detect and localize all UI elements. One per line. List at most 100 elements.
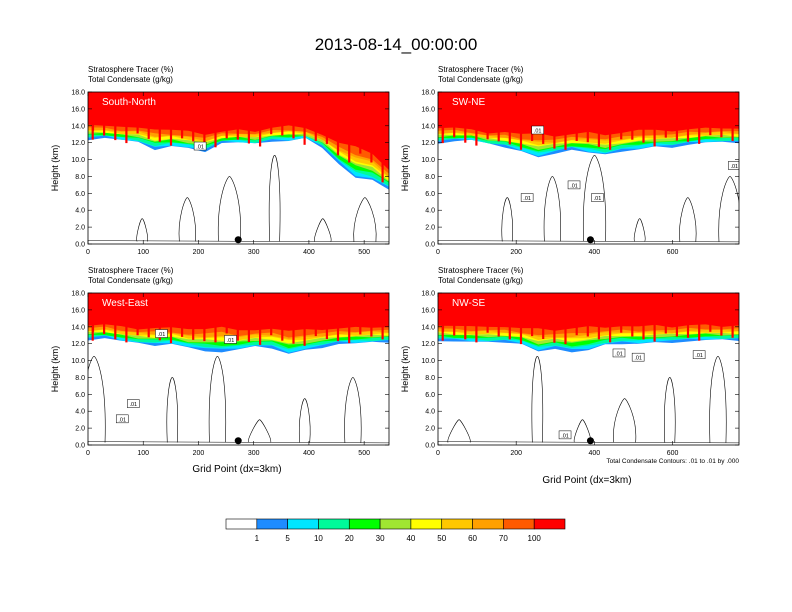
red-streak: [214, 293, 217, 343]
red-streak: [147, 92, 150, 139]
red-streak: [464, 92, 467, 143]
y-tick-label: 6.0: [75, 191, 85, 198]
red-streak: [125, 92, 128, 144]
panels: Stratosphere Tracer (%)Total Condensate …: [50, 65, 740, 457]
panel-contour-label: Total Condensate (g/kg): [438, 75, 523, 84]
red-streak: [292, 293, 295, 344]
y-axis-label: Height (km): [400, 145, 410, 192]
location-marker: [586, 437, 594, 445]
tracer-field: .01 .01 .01 .01 .01: [438, 92, 739, 243]
red-streak: [519, 92, 523, 150]
y-tick-label: 4.0: [425, 409, 435, 416]
x-axis-labels: Grid Point (dx=3km) Grid Point (dx=3km): [192, 464, 631, 486]
y-tick-label: 18.0: [71, 90, 85, 97]
red-streak: [720, 92, 723, 138]
red-streak: [348, 92, 351, 163]
red-streak: [381, 293, 384, 340]
red-streak: [597, 92, 600, 147]
contour-label: .01: [730, 164, 738, 170]
panel-label: NW-SE: [452, 298, 485, 309]
contour-label: .01: [118, 417, 126, 423]
red-streak: [464, 293, 467, 340]
x-tick-label: 100: [137, 249, 149, 256]
condensate-contour: [166, 377, 179, 443]
colorbar-segment: [472, 518, 504, 530]
contour-label-box: [520, 193, 534, 202]
figure-title: 2013-08-14_00:00:00: [315, 35, 478, 54]
y-axis-label: Height (km): [400, 346, 410, 393]
y-tick-label: 14.0: [71, 123, 85, 130]
y-tick-label: 18.0: [421, 90, 435, 97]
red-streak: [158, 293, 161, 341]
red-streak: [325, 92, 328, 144]
red-streak: [664, 92, 667, 138]
red-streak: [475, 92, 478, 146]
y-tick-label: 10.0: [421, 157, 435, 164]
red-streak: [642, 92, 645, 143]
y-tick-label: 2.0: [75, 426, 85, 433]
condensate-contour: [582, 155, 607, 242]
red-streak: [314, 293, 317, 337]
x-tick-label: 200: [510, 249, 522, 256]
red-streak: [497, 293, 500, 337]
condensate-contour: [353, 197, 377, 242]
condensate-contour: [88, 356, 106, 443]
red-streak: [631, 92, 634, 140]
contour-label: .01: [615, 351, 623, 357]
red-streak: [192, 293, 195, 340]
red-streak: [542, 92, 545, 144]
x-tick-label: 500: [358, 249, 370, 256]
condensate-contour: [664, 377, 676, 443]
y-tick-label: 4.0: [75, 208, 85, 215]
contour-label: .01: [561, 433, 569, 439]
colorbar-segment: [441, 518, 473, 530]
contour-label: .01: [534, 129, 542, 135]
contour-label-box: [631, 352, 645, 362]
red-streak: [531, 92, 534, 141]
panel-field-label: Stratosphere Tracer (%): [438, 65, 524, 74]
y-tick-label: 2.0: [425, 426, 435, 433]
red-streak: [575, 293, 578, 336]
red-streak: [359, 92, 362, 154]
red-streak: [453, 293, 456, 336]
condensate-contour: [447, 419, 471, 443]
red-streak: [259, 92, 262, 147]
condensate-contour: [679, 197, 697, 242]
x-tick-label: 0: [86, 249, 90, 256]
colorbar-segment: [503, 518, 535, 530]
y-tick-label: 2.0: [75, 225, 85, 232]
red-streak: [508, 92, 511, 145]
red-streak: [270, 92, 273, 135]
location-marker: [234, 236, 242, 244]
plot-frame: [87, 91, 390, 245]
y-tick-label: 6.0: [425, 392, 435, 399]
contour-label-box: [612, 348, 626, 358]
plot-frame: [437, 292, 740, 446]
x-tick-label: 100: [137, 450, 149, 457]
colorbar-segment: [256, 518, 288, 530]
x-tick-label: 200: [193, 450, 205, 457]
y-tick-label: 14.0: [421, 324, 435, 331]
panel-sw-ne: Stratosphere Tracer (%)Total Condensate …: [400, 65, 740, 256]
red-streak: [169, 92, 173, 146]
red-streak: [181, 293, 184, 337]
contour-label: .01: [129, 402, 137, 408]
red-streak: [441, 293, 444, 341]
x-tick-label: 400: [303, 249, 315, 256]
colorbar-label: 100: [528, 534, 542, 543]
red-streak: [453, 92, 456, 138]
y-tick-label: 0.0: [425, 242, 435, 249]
y-tick-label: 12.0: [71, 140, 85, 147]
contour-label: .01: [570, 183, 578, 189]
red-streak: [519, 293, 523, 345]
colorbar-label: 1: [255, 534, 260, 543]
red-streak: [709, 92, 712, 136]
contour-label: .01: [158, 332, 166, 338]
red-streak: [609, 92, 612, 150]
colorbar-segment: [533, 518, 566, 530]
panel-label: West-East: [102, 298, 148, 309]
condensate-contour: [268, 155, 281, 242]
y-tick-label: 6.0: [425, 191, 435, 198]
location-marker: [586, 236, 594, 244]
